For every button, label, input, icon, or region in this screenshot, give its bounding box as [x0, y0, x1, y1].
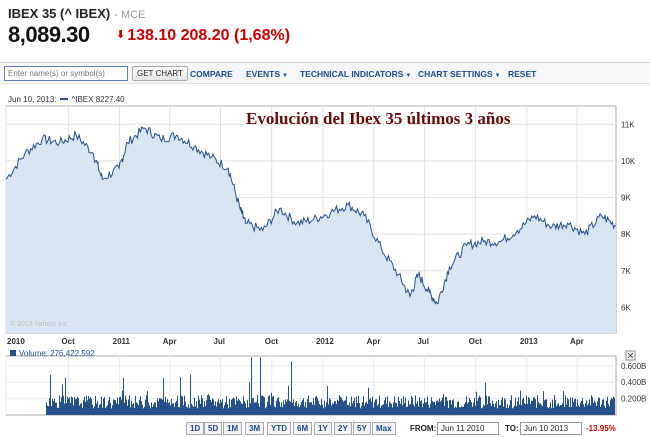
x-tick-label: 2012 — [316, 337, 334, 346]
x-tick-label: Jul — [213, 337, 225, 346]
volume-y-tick-label: 0.600B — [621, 362, 646, 371]
y-tick-label: 7K — [621, 267, 631, 276]
price-legend: Jun 10, 2013: ^IBEX 8227.40 — [8, 95, 125, 104]
y-tick-label: 11K — [621, 120, 635, 129]
x-tick-label: 2010 — [7, 337, 25, 346]
chart-settings-menu[interactable]: CHART SETTINGS ▼ — [418, 69, 501, 79]
range-button-max[interactable]: Max — [372, 422, 396, 435]
chart-title: Evolución del Ibex 35 últimos 3 años — [246, 109, 511, 128]
y-tick-label: 6K — [621, 303, 631, 312]
quote-header: IBEX 35 (^ IBEX) - MCE 8,089.30 ⬇ 138.10 2… — [0, 0, 650, 62]
price-series-line — [5, 125, 617, 305]
quote-change-value: 138.10 — [127, 27, 177, 44]
period-change: -13.95% — [586, 424, 616, 433]
x-tick-label: 2013 — [520, 337, 538, 346]
to-label: TO: — [505, 424, 519, 433]
chart-toolbar: GET CHART COMPARE EVENTS▼ TECHNICAL INDI… — [0, 62, 650, 84]
get-chart-button[interactable]: GET CHART — [132, 66, 188, 81]
from-label: FROM: — [410, 424, 437, 433]
technical-indicators-menu[interactable]: TECHNICAL INDICATORS ▼ — [300, 69, 411, 79]
reset-link[interactable]: RESET — [508, 69, 537, 79]
range-button-5y[interactable]: 5Y — [353, 422, 371, 435]
x-tick-label: Oct — [265, 337, 279, 346]
volume-label: Volume: 276,422,592 — [19, 349, 95, 358]
symbol-search-input[interactable] — [4, 66, 128, 81]
chart-settings-label: CHART SETTINGS — [418, 69, 493, 79]
range-bar: 1D 5D 1M 3M YTD 6M 1Y 2Y 5Y Max FROM: Ju… — [0, 419, 650, 437]
range-button-1d[interactable]: 1D — [186, 422, 205, 435]
legend-series-value: ^IBEX 8227.40 — [71, 95, 125, 104]
quote-symbol: IBEX 35 (^ IBEX) — [8, 6, 111, 21]
caret-down-icon: ▼ — [282, 73, 288, 79]
x-tick-label: Oct — [469, 337, 483, 346]
y-tick-label: 10K — [621, 157, 636, 166]
x-tick-label: Jul — [417, 337, 429, 346]
price-area-fill — [6, 126, 616, 334]
from-date-input[interactable]: Jun 11 2010 — [437, 422, 499, 435]
caret-down-icon: ▼ — [405, 73, 412, 79]
close-icon-cross — [627, 352, 634, 359]
quote-change-pct: 208.20 (1,68%) — [180, 27, 291, 44]
y-tick-label: 8K — [621, 230, 631, 239]
quote-exchange: - MCE — [114, 9, 146, 21]
volume-legend: Volume: 276,422,592 — [10, 349, 95, 358]
x-tick-label: 2011 — [113, 337, 131, 346]
copyright-text: © 2013 Yahoo! Inc. — [10, 321, 70, 328]
range-button-2y[interactable]: 2Y — [334, 422, 352, 435]
range-button-5d[interactable]: 5D — [204, 422, 223, 435]
to-date-input[interactable]: Jun 10 2013 — [520, 422, 582, 435]
volume-y-tick-label: 0.200B — [621, 395, 646, 404]
x-tick-label: Apr — [367, 337, 381, 346]
range-button-3m[interactable]: 3M — [245, 422, 265, 435]
events-menu[interactable]: EVENTS ▼ — [246, 69, 288, 79]
down-arrow-icon: ⬇ — [116, 29, 126, 41]
range-button-ytd[interactable]: YTD — [267, 422, 291, 435]
quote-title: IBEX 35 (^ IBEX) - MCE — [8, 6, 145, 21]
legend-date: Jun 10, 2013: — [8, 95, 57, 104]
chart-area: 11K 10K 9K 8K 7K 6K 2010 Oct 2011 Apr Jul Oct 2012 Ap… — [0, 88, 650, 437]
range-button-6m[interactable]: 6M — [293, 422, 313, 435]
x-tick-label: Apr — [570, 337, 584, 346]
quote-price: 8,089.30 — [8, 22, 90, 47]
compare-link[interactable]: COMPARE — [190, 69, 233, 79]
quote-change: ⬇ 138.10 208.20 (1,68%) — [116, 27, 290, 45]
volume-swatch — [10, 350, 16, 356]
price-chart[interactable]: 11K 10K 9K 8K 7K 6K 2010 Oct 2011 Apr Jul Oct 2012 Ap… — [0, 88, 650, 437]
series-swatch — [60, 98, 69, 100]
technical-indicators-label: TECHNICAL INDICATORS — [300, 69, 404, 79]
x-tick-label: Oct — [61, 337, 75, 346]
events-label: EVENTS — [246, 69, 281, 79]
range-button-1m[interactable]: 1M — [223, 422, 243, 435]
caret-down-icon: ▼ — [494, 73, 501, 79]
x-tick-label: Apr — [163, 337, 177, 346]
y-tick-label: 9K — [621, 194, 631, 203]
volume-y-tick-label: 0.400B — [621, 378, 646, 387]
range-button-1y[interactable]: 1Y — [314, 422, 332, 435]
volume-bars — [46, 357, 615, 415]
